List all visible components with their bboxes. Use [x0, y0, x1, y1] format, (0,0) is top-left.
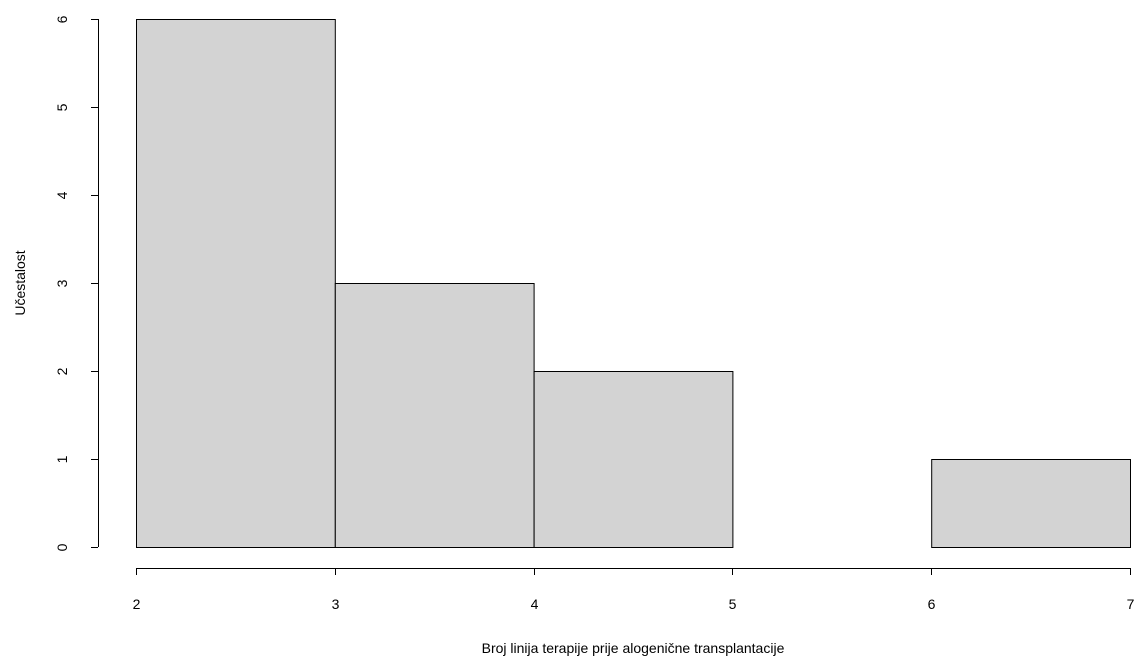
x-axis: 2 3 4 5 6 7	[133, 568, 1135, 612]
x-tick-label: 3	[332, 596, 340, 612]
x-tick-label: 2	[133, 596, 141, 612]
y-tick-label: 3	[54, 279, 70, 287]
x-axis-title: Broj linija terapije prije alogenične tr…	[482, 640, 785, 656]
x-tick-label: 6	[928, 596, 936, 612]
x-tick-label: 7	[1127, 596, 1135, 612]
histogram-bar	[136, 19, 336, 548]
bars-group	[136, 19, 1132, 548]
y-axis-title: Učestalost	[12, 250, 28, 315]
histogram-bar	[533, 371, 734, 548]
x-tick-label: 5	[729, 596, 737, 612]
y-tick-label: 4	[54, 191, 70, 199]
y-tick-label: 5	[54, 103, 70, 111]
y-tick-label: 6	[54, 15, 70, 23]
y-tick-label: 0	[54, 543, 70, 551]
y-tick-label: 1	[54, 455, 70, 463]
histogram-bar	[931, 459, 1132, 548]
histogram-bar	[334, 283, 535, 548]
y-tick-label: 2	[54, 367, 70, 375]
x-tick-label: 4	[531, 596, 539, 612]
y-axis: 0 1 2 3 4 5 6	[54, 15, 99, 551]
